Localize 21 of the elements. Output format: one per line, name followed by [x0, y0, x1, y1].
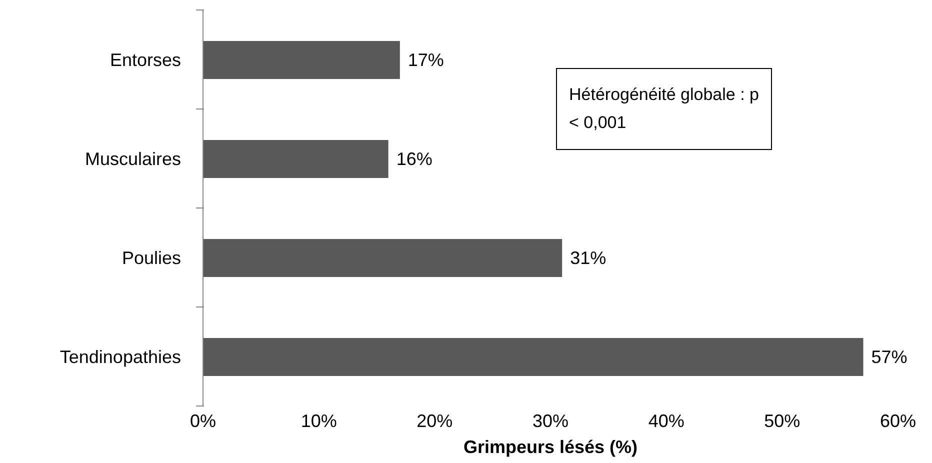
x-tick-label: 20%	[416, 410, 453, 431]
data-label: 16%	[396, 149, 432, 169]
data-label: 31%	[570, 248, 606, 268]
note-box: Hétérogénéité globale : p < 0,001	[556, 68, 772, 150]
x-tick-label: 60%	[880, 410, 916, 431]
x-tick-label: 50%	[764, 410, 800, 431]
x-tick-label: 30%	[532, 410, 569, 431]
bar	[203, 338, 864, 376]
bar	[203, 41, 400, 79]
y-tick-label: Entorses	[110, 50, 181, 70]
bar	[203, 140, 388, 178]
y-tick-label: Poulies	[122, 248, 181, 268]
x-axis-title: Grimpeurs lésés (%)	[463, 437, 638, 457]
x-tick-label: 0%	[190, 410, 216, 431]
bar	[203, 239, 562, 277]
data-label: 57%	[871, 347, 908, 367]
y-tick-label: Musculaires	[84, 148, 181, 169]
x-tick-label: 40%	[648, 410, 684, 431]
y-tick-label: Tendinopathies	[60, 346, 181, 367]
data-label: 17%	[408, 50, 444, 70]
x-tick-label: 10%	[300, 410, 337, 431]
